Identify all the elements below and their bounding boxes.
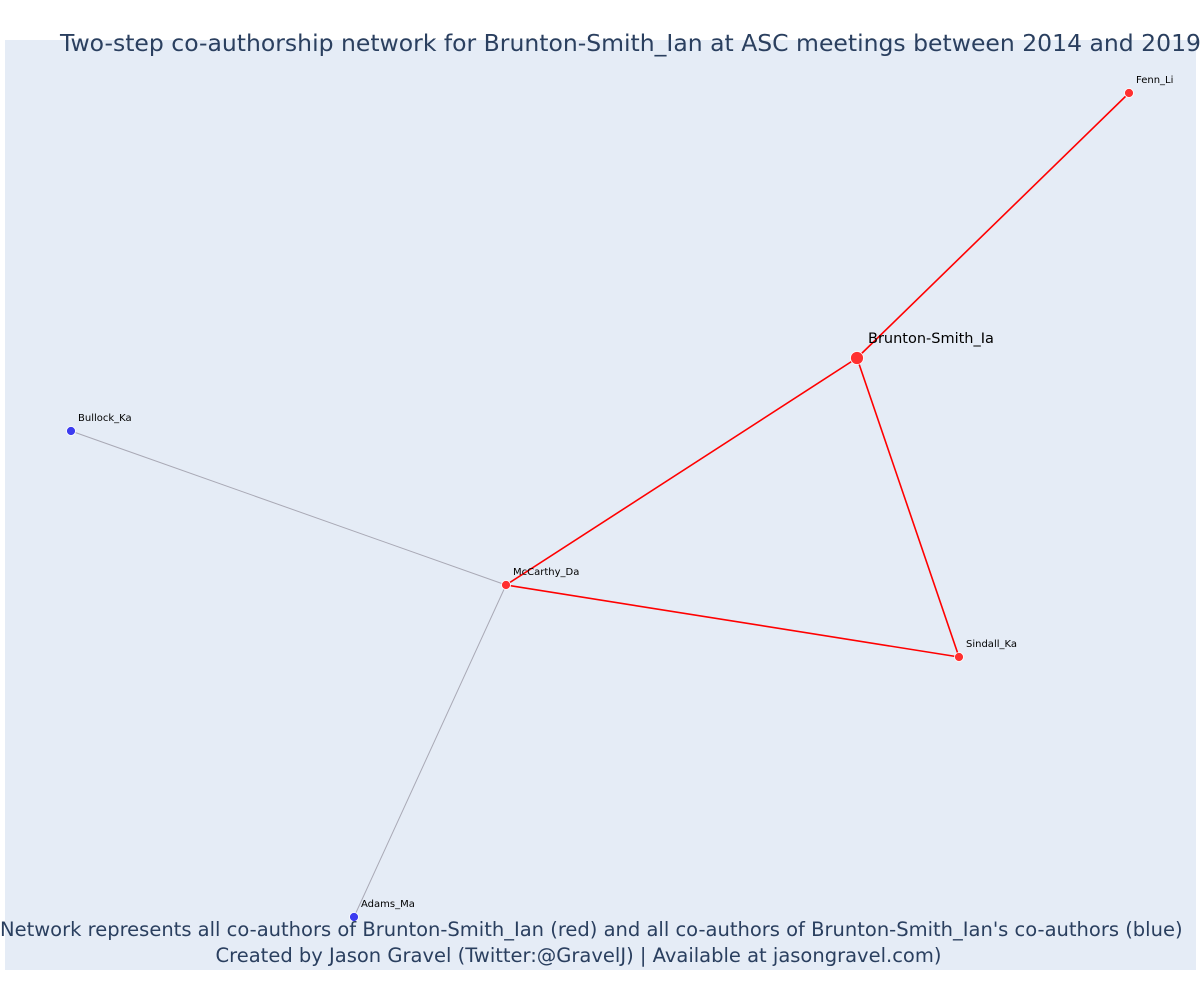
node-mccarthy-da[interactable]: [501, 580, 511, 590]
edge-mccarthy-da-bullock-ka: [70, 430, 507, 586]
edge-brunton-smith-ia-sindall-ka: [856, 357, 960, 658]
node-adams-ma[interactable]: [349, 912, 359, 922]
node-sindall-ka[interactable]: [954, 652, 964, 662]
plot-background: [5, 40, 1196, 970]
edge-mccarthy-da-sindall-ka: [505, 584, 960, 658]
edge-brunton-smith-ia-mccarthy-da: [505, 357, 858, 586]
node-label-fenn-li: Fenn_Li: [1136, 75, 1173, 86]
caption-credit: Created by Jason Gravel (Twitter:@Gravel…: [215, 944, 942, 967]
node-label-brunton-smith-ia: Brunton-Smith_Ia: [868, 331, 994, 347]
node-brunton-smith-ia[interactable]: [850, 351, 864, 365]
node-fenn-li[interactable]: [1124, 88, 1134, 98]
edge-mccarthy-da-adams-ma: [353, 584, 507, 918]
node-label-adams-ma: Adams_Ma: [361, 899, 415, 910]
nodes-layer: [66, 88, 1134, 922]
diagram-title: Two-step co-authorship network for Brunt…: [60, 29, 1200, 57]
node-label-sindall-ka: Sindall_Ka: [966, 639, 1017, 650]
node-label-bullock-ka: Bullock_Ka: [78, 413, 132, 424]
caption-description: Network represents all co-authors of Bru…: [0, 918, 1183, 941]
node-label-mccarthy-da: McCarthy_Da: [513, 567, 579, 578]
edges-layer: [70, 92, 1130, 918]
labels-layer: Brunton-Smith_Ia Fenn_Li McCarthy_Da Sindal…: [78, 75, 1173, 910]
edge-brunton-smith-ia-fenn-li: [856, 92, 1130, 359]
node-bullock-ka[interactable]: [66, 426, 76, 436]
